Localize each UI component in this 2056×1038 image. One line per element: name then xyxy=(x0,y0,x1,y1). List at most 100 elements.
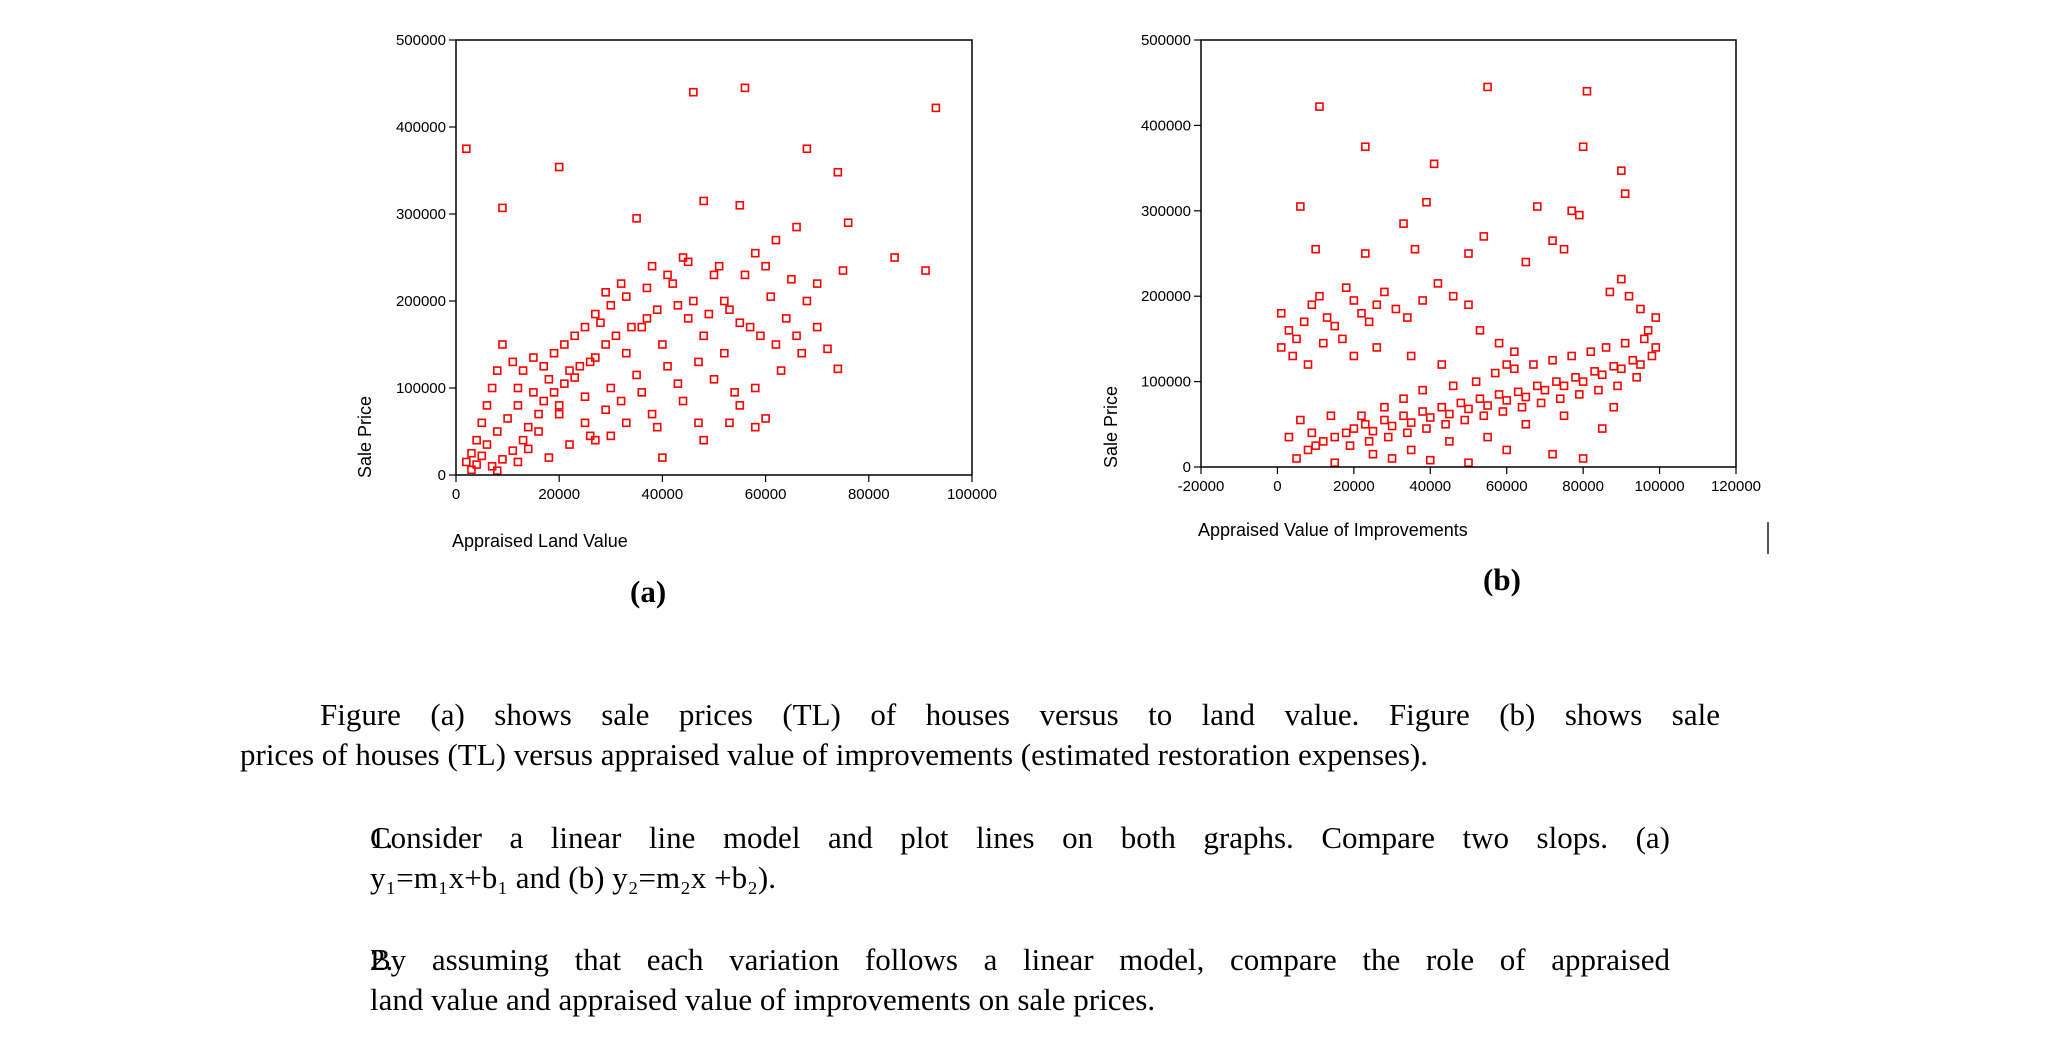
chart-b-data-point xyxy=(1276,343,1286,352)
chart-a-data-point xyxy=(544,374,554,384)
chart-a-data-point xyxy=(647,261,657,271)
caption-line-1: Figure (a) shows sale prices (TL) of hou… xyxy=(320,697,1720,732)
chart-a-y-tick-label: 0 xyxy=(438,467,446,484)
chart-b-data-point xyxy=(1594,385,1603,395)
chart-a-data-point xyxy=(549,348,559,358)
chart-a-data-point xyxy=(843,218,853,227)
chart-a-data-point xyxy=(539,396,549,406)
chart-b-data-point xyxy=(1292,454,1301,463)
chart-a-data-point xyxy=(585,357,595,367)
chart-a-y-tick-label: 400000 xyxy=(396,119,446,136)
chart-b-data-point xyxy=(1609,402,1619,412)
chart-a-data-point xyxy=(735,318,745,328)
chart-a-data-point xyxy=(621,292,631,301)
chart-b-data-point xyxy=(1399,411,1408,421)
chart-a-data-point xyxy=(513,457,523,467)
chart-a-data-point xyxy=(740,270,750,280)
chart-b-data-point xyxy=(1307,300,1317,310)
chart-a-data-point xyxy=(508,357,518,367)
chart-b-data-point xyxy=(1613,381,1622,391)
chart-b-data-point xyxy=(1425,455,1435,465)
chart-a-data-point xyxy=(616,396,626,406)
question-2-line-1: By assuming that each variation follows … xyxy=(370,942,1670,977)
chart-b-data-point xyxy=(1448,291,1458,301)
chart-b-data-point xyxy=(1441,419,1450,429)
chart-b-data-point xyxy=(1559,411,1569,421)
chart-a-data-point xyxy=(508,446,518,455)
chart-a-data-point xyxy=(503,414,512,423)
chart-a-data-point xyxy=(632,214,641,223)
chart-a-data-point xyxy=(673,301,683,310)
chart-a-data-point xyxy=(735,201,745,210)
chart-a-data-point xyxy=(539,361,549,371)
chart-b-data-point xyxy=(1548,355,1557,365)
chart-a-data-point xyxy=(720,296,729,306)
chart-b-x-axis-title: Appraised Value of Improvements xyxy=(1198,520,1468,540)
chart-b-data-point xyxy=(1330,458,1340,468)
chart-b-x-tick-label: 0 xyxy=(1273,478,1281,495)
chart-a-data-point xyxy=(580,392,590,402)
chart-a-ticks: 0 20000 40000 60000 80000 100000 0 100000 200000… xyxy=(396,32,997,503)
chart-b-data-point xyxy=(1464,300,1473,310)
chart-b-y-tick-label: 400000 xyxy=(1141,117,1191,134)
chart-b-data-point xyxy=(1536,398,1546,408)
chart-b-x-tick-label: -20000 xyxy=(1178,478,1225,495)
chart-b-data-point xyxy=(1284,432,1294,442)
chart-b-data-point xyxy=(1406,445,1416,455)
chart-b-data-point xyxy=(1406,418,1416,427)
chart-b-y-tick-label: 500000 xyxy=(1141,32,1191,49)
chart-b-data-point xyxy=(1578,454,1588,463)
chart-a-data-point xyxy=(761,414,770,423)
chart-b-data-point xyxy=(1288,351,1298,361)
chart-a-data-point xyxy=(585,431,595,441)
chart-a-data-point xyxy=(601,287,610,297)
chart-a-data-point xyxy=(750,422,760,432)
chart-b-data-point xyxy=(1620,338,1630,348)
text-cursor-mark xyxy=(1767,522,1769,554)
question-1: 1. Consider a linear line model and plot… xyxy=(370,818,1720,898)
chart-b-data-point xyxy=(1418,296,1427,305)
chart-a-data-point xyxy=(812,322,822,332)
chart-a-data-point xyxy=(580,322,590,332)
caption-line-2: prices of houses (TL) versus appraised v… xyxy=(240,737,1428,772)
chart-b-data-point xyxy=(1502,396,1512,405)
chart-a-data-point xyxy=(931,103,941,113)
chart-b-x-tick-label: 20000 xyxy=(1333,478,1375,495)
chart-a-data-point xyxy=(477,451,487,461)
chart-a-data-point xyxy=(838,266,848,275)
chart-b-data-point xyxy=(1464,404,1473,414)
chart-a-data-point xyxy=(637,388,647,397)
chart-b-data-point xyxy=(1605,287,1615,297)
chart-a-data-point xyxy=(750,248,760,258)
chart-b-data-point xyxy=(1372,300,1382,310)
chart-a-data-point xyxy=(467,448,476,458)
chart-a-data-point xyxy=(487,461,497,471)
chart-b-data-point xyxy=(1617,364,1626,374)
chart-b-data-point xyxy=(1387,421,1397,431)
chart-b-data-point xyxy=(1567,206,1576,216)
chart-b-data-point xyxy=(1582,86,1592,96)
chart-b-data-point xyxy=(1387,454,1397,463)
chart-b-data-point xyxy=(1318,338,1328,348)
chart-b-data-point xyxy=(1380,415,1389,425)
chart-b-data-point xyxy=(1628,355,1638,365)
chart-b-data-point xyxy=(1391,304,1401,314)
chart-b-data-point xyxy=(1422,424,1431,433)
chart-b-data-point xyxy=(1437,360,1447,369)
chart-a-data-point xyxy=(498,455,507,464)
chart-b-x-tick-label: 120000 xyxy=(1711,478,1761,495)
chart-a-data-point xyxy=(549,388,559,397)
chart-b-data-point xyxy=(1521,257,1531,267)
chart-b-data-point xyxy=(1498,407,1508,416)
chart-b-data-point xyxy=(1311,441,1320,450)
chart-b-data-point xyxy=(1548,449,1557,459)
chart-b-data-point xyxy=(1292,334,1301,344)
chart-a-data-point xyxy=(668,279,678,288)
chart-a-data-point xyxy=(534,409,543,419)
chart-b-data-point xyxy=(1575,390,1584,399)
chart-a-data-point xyxy=(771,235,781,245)
chart-b-data-point xyxy=(1349,296,1359,305)
chart-a-y-tick-label: 300000 xyxy=(396,206,446,223)
chart-b-data-point xyxy=(1540,385,1550,395)
